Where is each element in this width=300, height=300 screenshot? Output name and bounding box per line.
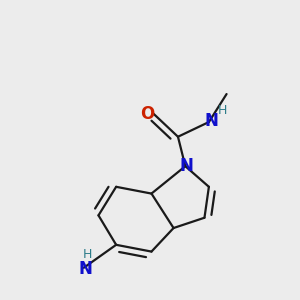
Text: H: H (82, 248, 92, 261)
Text: N: N (204, 112, 218, 130)
Text: H: H (218, 104, 227, 117)
Text: O: O (140, 105, 155, 123)
Text: N: N (79, 260, 92, 278)
Text: N: N (180, 157, 194, 175)
